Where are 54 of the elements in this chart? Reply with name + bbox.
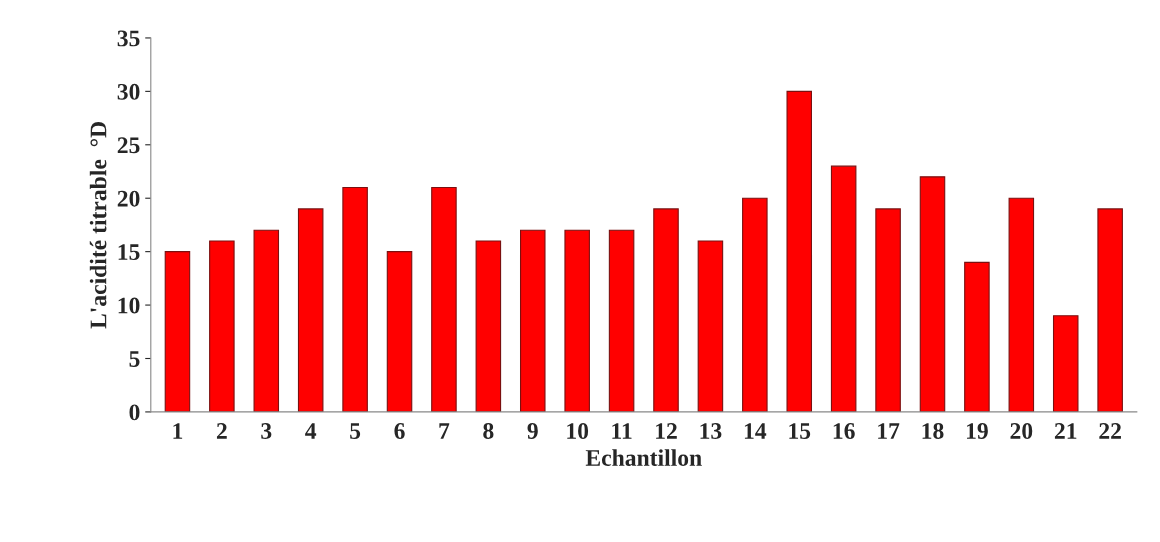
bar — [164, 251, 191, 412]
bar — [608, 229, 635, 412]
x-tick-label: 20 — [1010, 423, 1033, 439]
x-tick-label: 2 — [216, 423, 227, 439]
bar — [386, 251, 413, 412]
x-tick-label: 5 — [350, 423, 361, 439]
y-tick-label: 5 — [129, 351, 140, 367]
bar — [919, 176, 946, 412]
x-tick-label: 7 — [439, 423, 450, 439]
bar — [875, 208, 901, 412]
x-tick-label: 1 — [173, 423, 183, 439]
x-tick-label: 3 — [261, 423, 272, 439]
x-tick-label: 6 — [394, 423, 405, 439]
y-tick-label: 35 — [117, 30, 140, 47]
x-tick-label: 19 — [967, 423, 988, 439]
x-tick-label: 16 — [833, 423, 855, 439]
bar — [431, 186, 457, 412]
y-tick-label: 10 — [118, 297, 140, 314]
bar — [519, 229, 546, 412]
bar — [653, 208, 679, 412]
bar — [1097, 208, 1123, 412]
x-tick-label: 4 — [305, 423, 317, 439]
x-tick-label: 11 — [612, 423, 632, 439]
x-tick-label: 15 — [789, 423, 811, 439]
bar — [342, 186, 368, 412]
bar — [697, 240, 724, 412]
bar — [297, 208, 324, 412]
bar — [830, 165, 857, 412]
bar — [209, 240, 235, 412]
bar — [475, 240, 502, 412]
x-tick-label: 21 — [1054, 423, 1077, 439]
bar — [742, 197, 768, 412]
bar — [964, 261, 990, 412]
x-tick-label: 13 — [700, 423, 722, 439]
y-tick-label: 0 — [129, 404, 140, 421]
x-tick-label: 10 — [567, 423, 589, 439]
y-tick-label: 25 — [117, 137, 140, 154]
x-tick-label: 18 — [922, 423, 944, 439]
y-tick-label: 30 — [117, 83, 140, 100]
x-tick-label: 14 — [744, 423, 767, 439]
x-tick-label: 17 — [878, 423, 900, 439]
y-tick-label: 20 — [117, 190, 140, 207]
bar — [1008, 197, 1035, 412]
bar — [786, 90, 813, 412]
x-tick-label: 22 — [1099, 423, 1121, 439]
x-tick-label: 8 — [483, 423, 494, 439]
bar — [1052, 315, 1079, 412]
bar — [564, 229, 590, 412]
y-tick-label: 15 — [118, 244, 140, 261]
bar — [253, 229, 280, 412]
x-axis-title: Echantillon — [585, 449, 702, 466]
x-tick-label: 12 — [656, 423, 677, 439]
x-tick-label: 9 — [527, 423, 538, 439]
y-axis-title: L'acidité titrable °D — [89, 122, 107, 329]
